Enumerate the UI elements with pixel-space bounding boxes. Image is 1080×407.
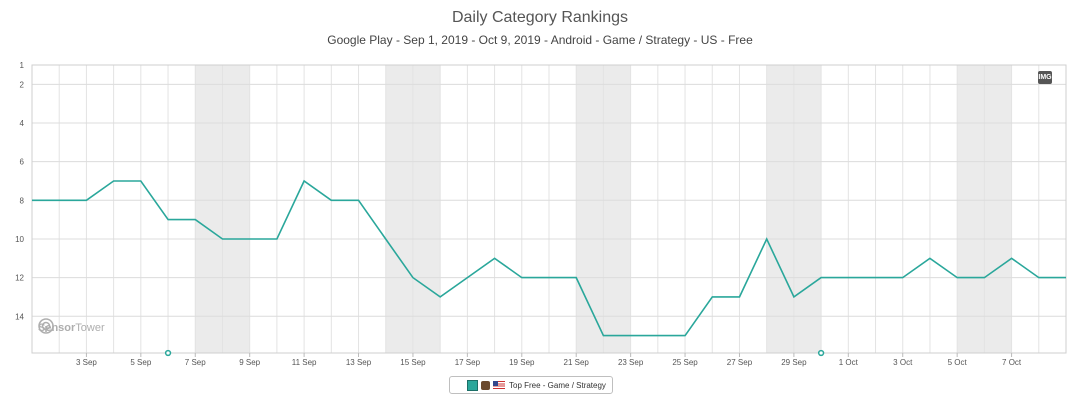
us-flag-icon xyxy=(493,381,505,389)
series-point xyxy=(628,333,632,337)
series-point xyxy=(57,198,61,202)
image-badge[interactable]: IMG xyxy=(1038,71,1052,84)
x-tick-label: 1 Oct xyxy=(839,358,859,367)
series-point xyxy=(166,217,170,221)
series-point xyxy=(928,256,932,260)
x-tick-label: 11 Sep xyxy=(292,358,317,367)
series-point xyxy=(819,275,823,279)
series-point xyxy=(601,333,605,337)
series-point xyxy=(901,275,905,279)
series-point xyxy=(111,179,115,183)
series-point xyxy=(574,275,578,279)
x-tick-label: 25 Sep xyxy=(672,358,698,367)
series-point xyxy=(683,333,687,337)
series-point xyxy=(492,256,496,260)
x-tick-label: 23 Sep xyxy=(618,358,644,367)
series-point xyxy=(411,275,415,279)
series-point xyxy=(139,179,143,183)
series-point xyxy=(356,198,360,202)
series-point xyxy=(220,237,224,241)
x-tick-label: 7 Sep xyxy=(185,358,206,367)
y-tick-label: 4 xyxy=(20,119,25,128)
x-tick-label: 13 Sep xyxy=(346,358,372,367)
series-point xyxy=(764,237,768,241)
series-lines xyxy=(30,179,1068,337)
x-axis-ticks: 3 Sep 5 Sep 7 Sep 9 Sep 11 Sep 13 Sep 15 Sep 17… xyxy=(76,353,1022,367)
series-point xyxy=(438,295,442,299)
x-tick-label: 27 Sep xyxy=(727,358,753,367)
sensortower-watermark: Sensor Tower xyxy=(38,318,105,338)
sensortower-logo-icon xyxy=(38,318,54,334)
series-point xyxy=(84,198,88,202)
series-point xyxy=(873,275,877,279)
grid-lines xyxy=(31,64,1067,353)
x-tick-label: 19 Sep xyxy=(509,358,535,367)
event-marker xyxy=(164,349,172,357)
legend-label: Top Free - Game / Strategy xyxy=(509,380,606,390)
series-line xyxy=(32,179,1066,337)
y-tick-label: 6 xyxy=(20,158,25,167)
x-tick-label: 17 Sep xyxy=(455,358,481,367)
series-point xyxy=(329,198,333,202)
series-point xyxy=(982,275,986,279)
y-tick-label: 10 xyxy=(15,235,24,244)
series-point xyxy=(846,275,850,279)
series-point xyxy=(465,275,469,279)
plot-frame xyxy=(31,64,1067,354)
series-point xyxy=(520,275,524,279)
x-tick-label: 21 Sep xyxy=(564,358,590,367)
series-point xyxy=(710,295,714,299)
series-point xyxy=(384,237,388,241)
series-point xyxy=(275,237,279,241)
series-point xyxy=(1009,256,1013,260)
series-point xyxy=(302,179,306,183)
x-tick-label: 5 Oct xyxy=(948,358,968,367)
x-tick-label: 9 Sep xyxy=(239,358,260,367)
x-tick-label: 15 Sep xyxy=(400,358,426,367)
y-tick-label: 8 xyxy=(20,196,25,205)
series-point xyxy=(737,295,741,299)
series-point xyxy=(656,333,660,337)
y-tick-label: 12 xyxy=(15,274,24,283)
series-point xyxy=(1064,275,1068,279)
event-marker xyxy=(817,349,825,357)
series-point xyxy=(547,275,551,279)
series-point xyxy=(1037,275,1041,279)
watermark-brand-b: Tower xyxy=(75,322,105,334)
app-icon xyxy=(481,380,490,390)
series-point xyxy=(955,275,959,279)
chart-subtitle: Google Play - Sep 1, 2019 - Oct 9, 2019 … xyxy=(327,33,753,47)
x-tick-label: 3 Oct xyxy=(893,358,913,367)
series-point xyxy=(30,198,34,202)
x-tick-label: 5 Sep xyxy=(130,358,151,367)
watermark-brand-a: Sensor xyxy=(38,322,76,334)
event-markers xyxy=(164,349,825,357)
y-tick-label: 14 xyxy=(15,312,24,321)
series-point xyxy=(193,217,197,221)
chart-title: Daily Category Rankings xyxy=(451,9,629,26)
x-tick-label: 7 Oct xyxy=(1002,358,1022,367)
chart-legend[interactable]: Top Free - Game / Strategy xyxy=(449,376,613,394)
y-tick-label: 1 xyxy=(20,61,25,70)
series-point xyxy=(792,295,796,299)
square-swatch-icon xyxy=(467,379,478,391)
y-tick-label: 2 xyxy=(20,80,25,89)
series-point xyxy=(247,237,251,241)
x-tick-label: 3 Sep xyxy=(76,358,97,367)
x-tick-label: 29 Sep xyxy=(781,358,807,367)
